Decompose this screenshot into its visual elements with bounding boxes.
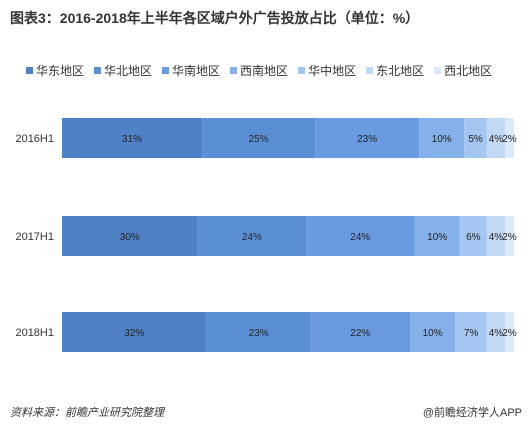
bar-segment bbox=[486, 312, 505, 352]
bar-segment bbox=[202, 118, 316, 158]
brand-watermark: @前瞻经济学人APP bbox=[422, 407, 522, 419]
bar-segment bbox=[504, 118, 514, 158]
data-label: 4% bbox=[489, 232, 504, 243]
data-label: 2% bbox=[502, 328, 517, 339]
bar-segment bbox=[62, 118, 203, 158]
bar-segment bbox=[486, 118, 505, 158]
data-label: 10% bbox=[423, 328, 443, 339]
category-label: 2018H1 bbox=[15, 327, 54, 339]
bar-segment bbox=[62, 312, 207, 352]
data-label: 30% bbox=[120, 232, 140, 243]
bar-segment bbox=[504, 312, 514, 352]
data-label: 22% bbox=[350, 328, 370, 339]
data-label: 10% bbox=[432, 134, 452, 145]
data-label: 31% bbox=[122, 134, 142, 145]
legend-label: 西南地区 bbox=[240, 64, 289, 78]
legend-label: 东北地区 bbox=[376, 64, 425, 78]
legend-swatch bbox=[434, 67, 442, 74]
bar-segment bbox=[486, 216, 505, 256]
legend-swatch bbox=[298, 67, 306, 74]
data-label: 24% bbox=[350, 232, 370, 243]
bar-segment bbox=[62, 216, 198, 256]
legend-swatch bbox=[162, 67, 170, 74]
bar-segment bbox=[455, 312, 487, 352]
bar-segment bbox=[206, 312, 311, 352]
legend-swatch bbox=[26, 67, 33, 74]
source-note: 资料来源：前瞻产业研究院整理 bbox=[10, 407, 164, 419]
data-label: 24% bbox=[242, 232, 262, 243]
legend-label: 华中地区 bbox=[308, 64, 357, 78]
legend-item: 华中地区 bbox=[298, 62, 356, 79]
legend-item: 华北地区 bbox=[94, 62, 152, 79]
category-label: 2016H1 bbox=[15, 133, 54, 145]
data-label: 7% bbox=[464, 328, 479, 339]
bar-segment bbox=[306, 216, 415, 256]
legend-label: 华南地区 bbox=[172, 64, 221, 78]
stacked-bar-chart: 2016H1 31% 25% 23% 10% 5% 4% 2%2017H1 30% 24% 24% 1… bbox=[15, 118, 517, 352]
data-label: 5% bbox=[468, 134, 483, 145]
bar-segment bbox=[459, 216, 487, 256]
data-label: 23% bbox=[357, 134, 377, 145]
chart-title: 图表3：2016-2018年上半年各区域户外广告投放占比（单位：%） bbox=[10, 10, 420, 26]
legend-swatch bbox=[366, 67, 374, 74]
legend-item: 西北地区 bbox=[434, 62, 492, 79]
bar-segment bbox=[197, 216, 307, 256]
legend-item: 东北地区 bbox=[366, 62, 424, 79]
data-label: 25% bbox=[249, 134, 269, 145]
bar-segment bbox=[310, 312, 411, 352]
data-label: 4% bbox=[489, 134, 504, 145]
bar-segment bbox=[315, 118, 420, 158]
bar-segment bbox=[410, 312, 456, 352]
data-label: 2% bbox=[502, 232, 517, 243]
category-label: 2017H1 bbox=[15, 231, 54, 243]
legend-swatch bbox=[94, 67, 102, 74]
bar-segment bbox=[419, 118, 465, 158]
data-label: 32% bbox=[124, 328, 144, 339]
data-label: 4% bbox=[489, 328, 504, 339]
legend-label: 华北地区 bbox=[104, 64, 153, 78]
legend-swatch bbox=[230, 67, 238, 74]
data-label: 6% bbox=[466, 232, 481, 243]
bar-segment bbox=[414, 216, 460, 256]
legend-item: 华南地区 bbox=[162, 62, 220, 79]
data-label: 23% bbox=[249, 328, 269, 339]
bar-segment bbox=[504, 216, 514, 256]
legend-item: 华东地区 bbox=[26, 62, 84, 79]
data-label: 10% bbox=[427, 232, 447, 243]
bar-segment bbox=[464, 118, 487, 158]
legend-label: 西北地区 bbox=[444, 64, 493, 78]
legend-item: 西南地区 bbox=[230, 62, 288, 79]
data-label: 2% bbox=[502, 134, 517, 145]
legend-label: 华东地区 bbox=[36, 64, 85, 78]
chart-legend: 华东地区 华北地区 华南地区 西南地区 华中地区 东北地区 西北地区 bbox=[26, 62, 526, 79]
